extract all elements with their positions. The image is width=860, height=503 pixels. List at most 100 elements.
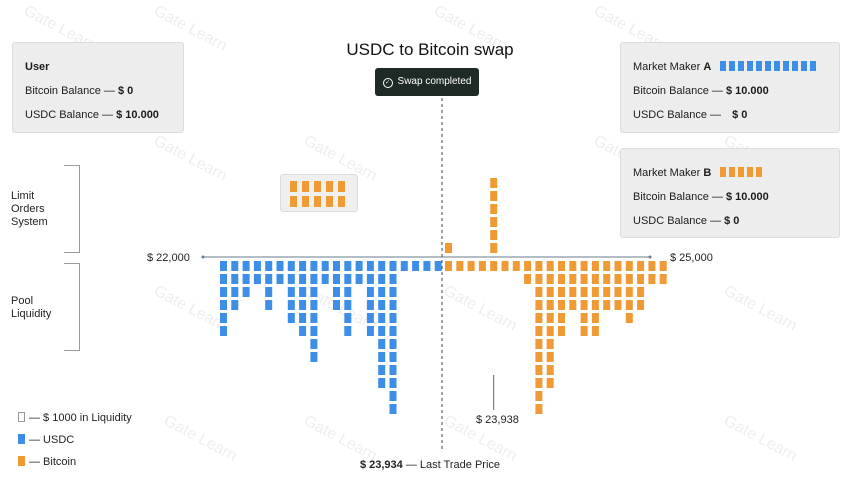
btc-liquidity-square [637, 261, 645, 271]
usdc-liquidity-square [389, 261, 397, 271]
market-maker-b-usdc-label: USDC Balance — [633, 215, 722, 227]
pending-limit-order-square [302, 181, 309, 192]
btc-liquidity-square [535, 261, 543, 271]
usdc-liquidity-square [355, 274, 363, 284]
market-maker-b-letter: B [703, 167, 712, 179]
usdc-liquidity-square [242, 287, 250, 297]
btc-liquidity-square [546, 339, 554, 349]
market-maker-a-prefix: Market Maker [633, 61, 701, 73]
usdc-liquidity-square [366, 261, 374, 271]
btc-limit-order-square [490, 217, 498, 227]
btc-liquidity-square [546, 274, 554, 284]
usdc-liquidity-square [220, 313, 227, 323]
last-trade-price: $ 23,934 — Last Trade Price [0, 459, 860, 471]
btc-limit-order-square [490, 204, 498, 214]
market-maker-a-btc-label: Bitcoin Balance — [633, 85, 723, 97]
user-btc-balance: Bitcoin Balance — $ 0 [25, 85, 133, 97]
page-title: USDC to Bitcoin swap [346, 40, 514, 59]
price-axis-left-label: $ 22,000 [147, 252, 190, 264]
btc-liquidity-square [512, 261, 520, 271]
usdc-liquidity-square [366, 326, 374, 336]
usdc-liquidity-square [378, 287, 386, 297]
usdc-liquidity-square [423, 261, 431, 271]
usdc-liquidity-square [310, 300, 318, 310]
usdc-liquidity-square [220, 287, 227, 297]
usdc-liquidity-square [242, 274, 250, 284]
usdc-liquidity-square [333, 261, 340, 271]
btc-liquidity-square [478, 261, 486, 271]
market-maker-a-card: Market Maker A Bitcoin Balance — $ 10.00… [620, 42, 840, 133]
btc-limit-order-square [490, 230, 498, 240]
usdc-liquidity-square [389, 391, 397, 401]
btc-liquidity-square [614, 274, 622, 284]
limit-orders-label: Limit Orders System [11, 190, 48, 228]
pending-limit-order-square [314, 196, 321, 207]
btc-liquidity-square [591, 313, 599, 323]
usdc-liquidity-square [231, 287, 239, 297]
btc-liquidity-square [535, 326, 543, 336]
usdc-liquidity-square [276, 274, 284, 284]
usdc-liquidity-square [378, 274, 386, 284]
usdc-liquidity-square [276, 261, 284, 271]
usdc-liquidity-square [389, 378, 397, 388]
usdc-liquidity-square [434, 261, 442, 271]
btc-liquidity-square [569, 300, 577, 310]
legend-bitcoin-square [18, 456, 25, 466]
market-maker-a-title: Market Maker A [633, 61, 819, 73]
usdc-liquidity-square [310, 326, 318, 336]
usdc-liquidity-square [310, 313, 318, 323]
usdc-liquidity-square [287, 261, 295, 271]
legend-bitcoin: — Bitcoin [18, 456, 76, 468]
usdc-liquidity-square [378, 378, 386, 388]
usdc-liquidity-square [220, 261, 227, 271]
pending-limit-order-square [326, 181, 333, 192]
usdc-liquidity-square [299, 313, 307, 323]
btc-liquidity-square [535, 378, 543, 388]
btc-liquidity-square [591, 326, 599, 336]
btc-limit-order-square [490, 178, 498, 188]
usdc-liquidity-square [265, 261, 273, 271]
market-maker-b-square [756, 167, 763, 177]
btc-liquidity-square [591, 261, 599, 271]
btc-liquidity-square [603, 300, 611, 310]
btc-liquidity-square [580, 287, 588, 297]
btc-liquidity-square [558, 300, 565, 310]
btc-liquidity-square [637, 300, 645, 310]
usdc-liquidity-square [265, 287, 273, 297]
market-maker-b-square [738, 167, 745, 177]
btc-liquidity-square [546, 287, 554, 297]
market-maker-b-title: Market Maker B [633, 167, 765, 179]
usdc-liquidity-square [287, 300, 295, 310]
market-maker-b-btc-label: Bitcoin Balance — [633, 191, 723, 203]
usdc-liquidity-square [389, 313, 397, 323]
pool-liquidity-label: Pool Liquidity [11, 295, 52, 320]
user-btc-value: $ 0 [117, 85, 134, 97]
usdc-liquidity-square [378, 339, 386, 349]
pending-limit-order-square [326, 196, 333, 207]
usdc-liquidity-square [310, 287, 318, 297]
btc-liquidity-square [591, 274, 599, 284]
btc-liquidity-square [591, 300, 599, 310]
btc-liquidity-square [637, 287, 645, 297]
btc-liquidity-square [625, 313, 633, 323]
btc-liquidity-square [535, 313, 543, 323]
pending-limit-order-square [338, 196, 345, 207]
market-maker-a-square [801, 61, 808, 71]
usdc-liquidity-square [299, 300, 307, 310]
btc-liquidity-square [558, 326, 565, 336]
btc-liquidity-square [580, 313, 588, 323]
btc-liquidity-square [558, 287, 565, 297]
last-trade-suffix: — Last Trade Price [405, 459, 501, 471]
btc-liquidity-square [535, 287, 543, 297]
usdc-liquidity-square [344, 274, 352, 284]
market-maker-a-btc-value: $ 10.000 [725, 85, 769, 97]
legend-usdc-square [18, 434, 25, 444]
btc-liquidity-square [456, 261, 464, 271]
usdc-liquidity-square [299, 261, 307, 271]
price-axis-start-dot [201, 255, 205, 259]
usdc-liquidity-square [366, 313, 374, 323]
legend-usdc: — USDC [18, 434, 74, 446]
legend-bitcoin-label: — Bitcoin [29, 456, 77, 468]
btc-liquidity-square [625, 287, 633, 297]
market-maker-a-usdc-value: $ 0 [732, 109, 748, 121]
